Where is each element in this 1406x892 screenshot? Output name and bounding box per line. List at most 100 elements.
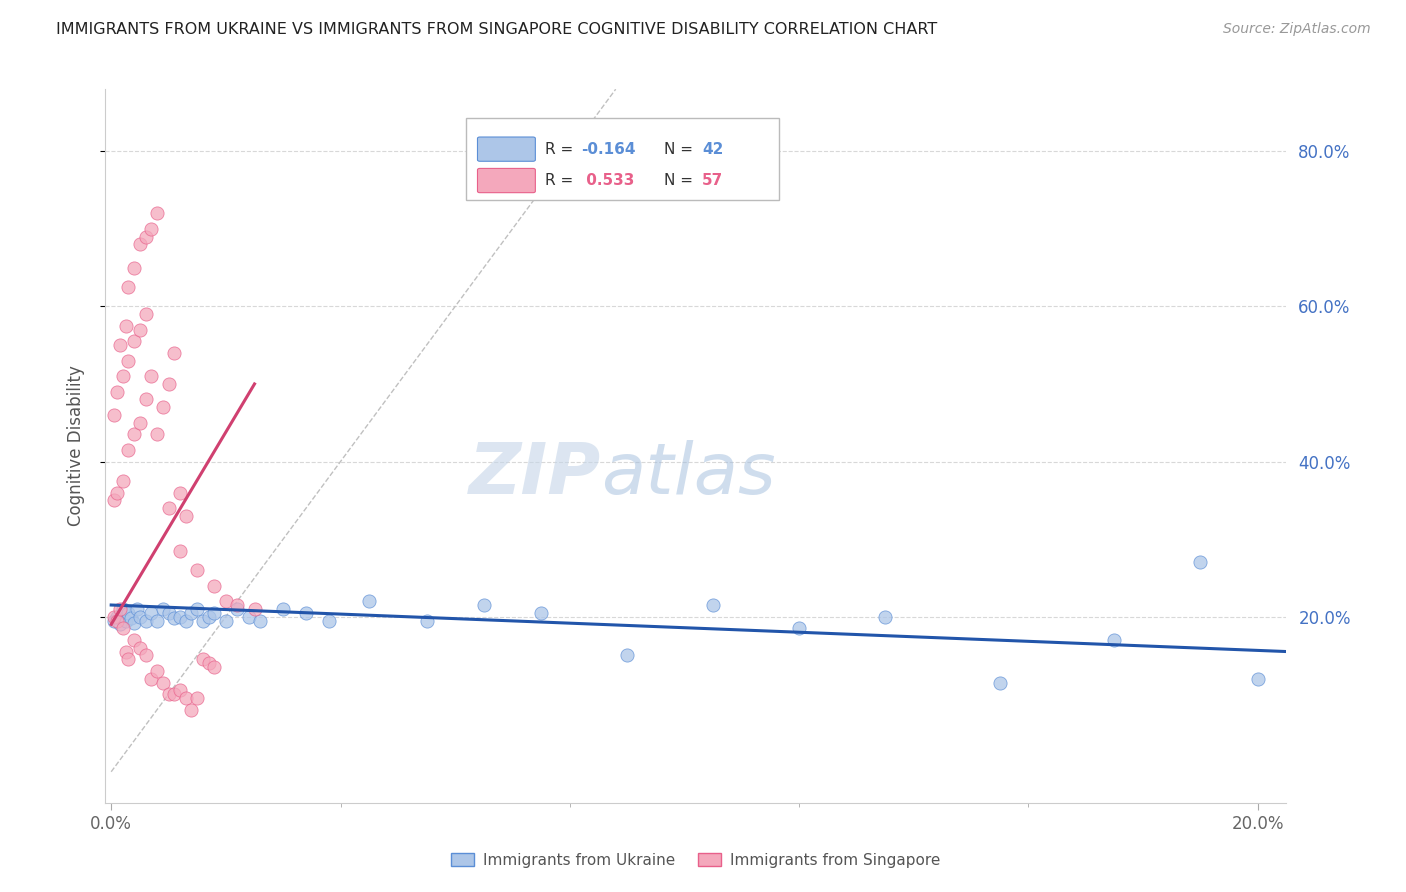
Point: [135, 614, 157, 628]
Point: [122, 632, 145, 647]
Point: [359, 594, 381, 608]
Point: [169, 485, 191, 500]
Point: [103, 609, 125, 624]
Point: [875, 609, 897, 624]
Point: [111, 602, 134, 616]
Point: [415, 614, 437, 628]
Point: [103, 408, 125, 422]
Point: [197, 609, 219, 624]
Point: [141, 606, 163, 620]
Point: [169, 609, 191, 624]
Point: [125, 602, 148, 616]
Text: atlas: atlas: [602, 440, 776, 509]
Point: [157, 376, 180, 391]
Point: [146, 614, 169, 628]
Point: [135, 307, 157, 321]
Point: [117, 606, 139, 620]
Point: [174, 614, 197, 628]
Point: [117, 280, 139, 294]
Point: [295, 606, 318, 620]
Point: [318, 614, 340, 628]
Point: [105, 614, 128, 628]
Y-axis label: Cognitive Disability: Cognitive Disability: [66, 366, 84, 526]
Point: [111, 621, 134, 635]
Point: [202, 660, 225, 674]
Text: 57: 57: [702, 173, 723, 188]
Point: [120, 611, 142, 625]
Point: [472, 598, 495, 612]
Point: [146, 427, 169, 442]
Text: ZIP: ZIP: [470, 440, 602, 509]
Text: 42: 42: [702, 142, 723, 157]
Point: [114, 644, 136, 658]
Point: [197, 656, 219, 670]
Point: [141, 222, 163, 236]
Point: [141, 672, 163, 686]
Point: [702, 598, 724, 612]
Point: [202, 579, 225, 593]
Point: [108, 602, 131, 616]
Point: [202, 606, 225, 620]
Point: [243, 602, 266, 616]
Point: [105, 384, 128, 399]
Point: [249, 614, 271, 628]
Point: [141, 369, 163, 384]
Text: Source: ZipAtlas.com: Source: ZipAtlas.com: [1223, 22, 1371, 37]
Point: [122, 615, 145, 630]
Point: [988, 675, 1011, 690]
Point: [163, 346, 186, 360]
Point: [226, 598, 249, 612]
Point: [117, 353, 139, 368]
Point: [174, 691, 197, 706]
Legend: Immigrants from Ukraine, Immigrants from Singapore: Immigrants from Ukraine, Immigrants from…: [446, 847, 946, 873]
Point: [186, 691, 208, 706]
Point: [128, 609, 150, 624]
Point: [157, 687, 180, 701]
Point: [191, 652, 214, 666]
Point: [128, 237, 150, 252]
Point: [163, 687, 186, 701]
Point: [108, 617, 131, 632]
Point: [135, 392, 157, 407]
Point: [108, 338, 131, 352]
Point: [180, 606, 202, 620]
Point: [169, 683, 191, 698]
Point: [111, 474, 134, 488]
Point: [180, 703, 202, 717]
Point: [135, 648, 157, 663]
Text: -0.164: -0.164: [582, 142, 636, 157]
Point: [105, 485, 128, 500]
FancyBboxPatch shape: [465, 118, 779, 200]
Point: [1104, 632, 1126, 647]
Point: [146, 206, 169, 220]
Point: [186, 602, 208, 616]
Point: [191, 614, 214, 628]
Point: [114, 318, 136, 333]
FancyBboxPatch shape: [478, 169, 536, 193]
Point: [128, 416, 150, 430]
Point: [157, 606, 180, 620]
Point: [152, 602, 174, 616]
Point: [169, 543, 191, 558]
Point: [122, 427, 145, 442]
Point: [128, 640, 150, 655]
Point: [135, 229, 157, 244]
Point: [530, 606, 553, 620]
Point: [117, 442, 139, 457]
Point: [122, 334, 145, 349]
Point: [616, 648, 638, 663]
Point: [215, 594, 238, 608]
Point: [1247, 672, 1270, 686]
Text: N =: N =: [664, 142, 697, 157]
Point: [152, 675, 174, 690]
Point: [238, 609, 260, 624]
Point: [186, 563, 208, 577]
Point: [157, 501, 180, 516]
Point: [128, 323, 150, 337]
Point: [117, 652, 139, 666]
Text: N =: N =: [664, 173, 697, 188]
Text: R =: R =: [544, 142, 578, 157]
Text: IMMIGRANTS FROM UKRAINE VS IMMIGRANTS FROM SINGAPORE COGNITIVE DISABILITY CORREL: IMMIGRANTS FROM UKRAINE VS IMMIGRANTS FR…: [56, 22, 938, 37]
Point: [103, 614, 125, 628]
Point: [1189, 555, 1212, 569]
